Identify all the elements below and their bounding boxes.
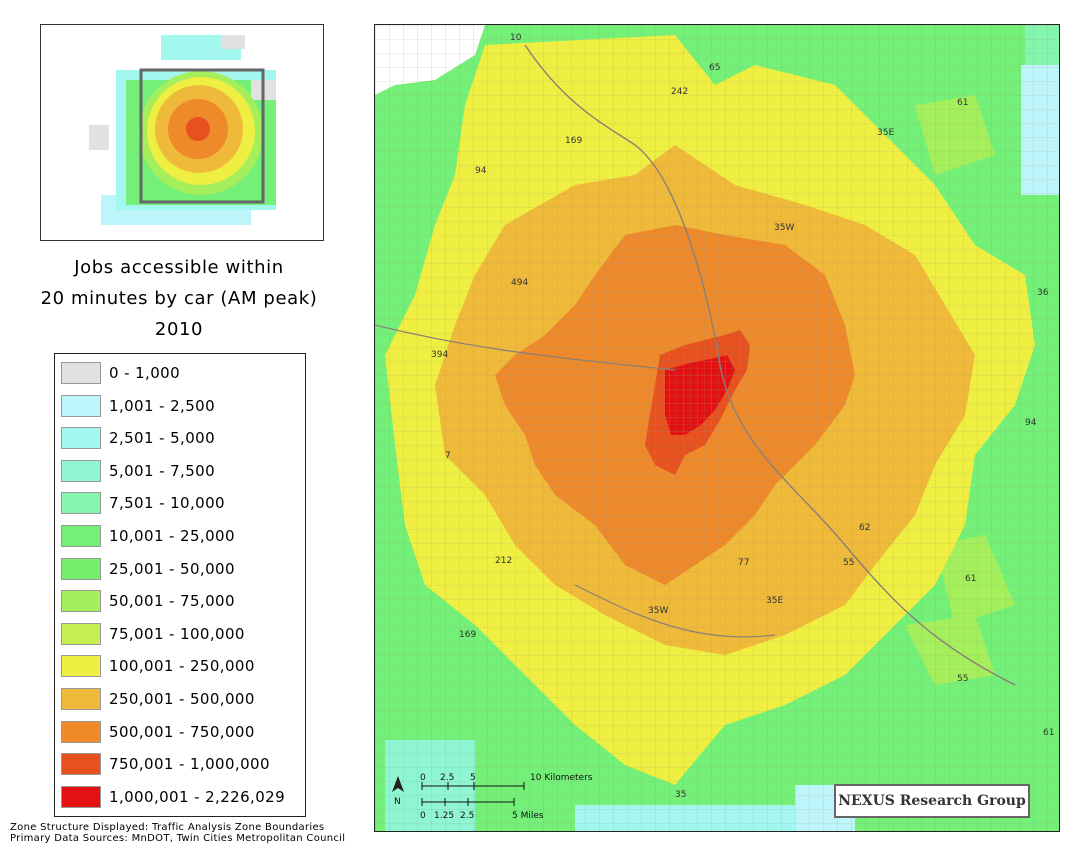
km-tick-0: 0	[420, 773, 426, 783]
legend-item: 5,001 - 7,500	[61, 458, 215, 484]
legend-label: 750,001 - 1,000,000	[109, 755, 270, 774]
legend-swatch	[61, 459, 101, 482]
legend-swatch	[61, 394, 101, 417]
north-label: N	[394, 797, 401, 807]
title-line-1: Jobs accessible within	[74, 257, 284, 278]
legend-item: 2,501 - 5,000	[61, 425, 215, 451]
route-label: 35E	[766, 596, 783, 606]
route-label: 394	[431, 350, 448, 360]
legend-swatch	[61, 525, 101, 547]
route-label: 494	[511, 278, 528, 288]
footnote-zone-structure: Zone Structure Displayed: Traffic Analys…	[10, 822, 325, 833]
route-label: 77	[738, 558, 749, 568]
legend-item: 1,001 - 2,500	[61, 393, 215, 419]
route-label: 169	[565, 136, 582, 146]
legend-swatch	[61, 688, 101, 710]
legend-item: 250,001 - 500,000	[61, 686, 255, 712]
legend-swatch	[61, 492, 101, 515]
route-label: 35	[675, 790, 686, 800]
legend-swatch	[61, 427, 101, 450]
mile-tick-0: 0	[420, 811, 426, 821]
km-tick-1: 2.5	[440, 773, 454, 783]
legend-item: 500,001 - 750,000	[61, 719, 255, 745]
legend-swatch	[61, 720, 101, 743]
route-label: 212	[495, 556, 512, 566]
route-label: 35W	[774, 223, 794, 233]
legend-label: 2,501 - 5,000	[109, 429, 216, 448]
main-map: 10 65 242 61 169 35E 94 35W 494 36 394 94 7 62 212 77 55…	[374, 24, 1060, 832]
route-label: 7	[445, 451, 451, 461]
legend-label: 10,001 - 25,000	[109, 527, 235, 545]
credit-box: NEXUS Research Group	[834, 784, 1030, 818]
legend-item: 7,501 - 10,000	[61, 490, 225, 516]
footnote-data-sources: Primary Data Sources: MnDOT, Twin Cities…	[10, 833, 346, 844]
legend-label: 7,501 - 10,000	[109, 494, 225, 513]
legend-swatch	[61, 362, 101, 384]
legend-label: 250,001 - 500,000	[109, 690, 255, 708]
legend-item: 0 - 1,000	[61, 360, 180, 386]
route-label: 61	[965, 574, 976, 584]
route-label: 55	[957, 674, 968, 684]
mile-tick-1: 1.25	[434, 811, 454, 821]
route-label: 36	[1037, 288, 1049, 298]
legend-swatch	[61, 622, 101, 645]
legend-label: 75,001 - 100,000	[109, 624, 245, 643]
title-line-2: 20 minutes by car (AM peak)	[40, 288, 318, 309]
km-tick-2: 5	[470, 773, 476, 783]
legend-item: 100,001 - 250,000	[61, 653, 255, 679]
route-label: 61	[1043, 728, 1054, 738]
legend-label: 1,000,001 - 2,226,029	[109, 787, 286, 806]
legend-label: 50,001 - 75,000	[109, 592, 235, 611]
route-label: 65	[709, 63, 720, 73]
route-label: 94	[1025, 418, 1037, 428]
route-label: 62	[859, 523, 870, 533]
legend-item: 10,001 - 25,000	[61, 523, 235, 549]
route-label: 55	[843, 558, 854, 568]
legend-item: 750,001 - 1,000,000	[61, 751, 270, 777]
overview-inset-map	[40, 24, 324, 241]
legend-swatch	[61, 590, 101, 613]
legend-item: 25,001 - 50,000	[61, 556, 235, 582]
north-arrow-icon: N	[392, 776, 404, 807]
legend-label: 25,001 - 50,000	[109, 559, 235, 578]
legend-item: 1,000,001 - 2,226,029	[61, 784, 285, 810]
scale-bar: N 0 2.5 5 10 Kilometers 0 1.25 2.5 5 Mil…	[384, 768, 604, 823]
legend-swatch	[61, 655, 101, 678]
mile-tick-2: 2.5	[460, 811, 474, 821]
mile-tick-3: 5 Miles	[512, 811, 544, 821]
legend-swatch	[61, 557, 101, 580]
route-label: 35E	[877, 128, 894, 138]
route-label: 61	[957, 98, 968, 108]
legend-item: 50,001 - 75,000	[61, 588, 235, 614]
overview-map-graphic	[89, 35, 276, 225]
legend-swatch	[61, 785, 101, 808]
route-label: 10	[510, 33, 522, 43]
route-label: 242	[671, 87, 688, 97]
route-label: 35W	[648, 606, 668, 616]
legend-label: 500,001 - 750,000	[109, 722, 255, 741]
legend-label: 100,001 - 250,000	[109, 657, 255, 676]
legend-label: 1,001 - 2,500	[109, 396, 216, 415]
legend: 0 - 1,000 1,001 - 2,500 2,501 - 5,000 5,001…	[54, 353, 306, 817]
route-label: 169	[459, 630, 476, 640]
map-title: Jobs accessible within 20 minutes by car…	[20, 252, 338, 345]
km-tick-3: 10 Kilometers	[530, 773, 593, 783]
legend-swatch	[61, 753, 101, 776]
legend-label: 0 - 1,000	[109, 364, 181, 382]
title-line-3: 2010	[154, 319, 204, 340]
legend-item: 75,001 - 100,000	[61, 621, 245, 647]
legend-label: 5,001 - 7,500	[109, 461, 216, 480]
route-label: 94	[475, 166, 487, 176]
